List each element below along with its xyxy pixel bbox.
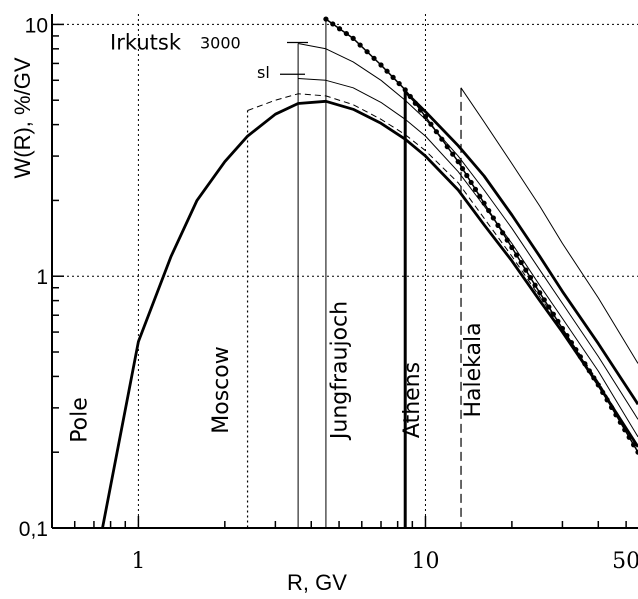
series-point [518,259,524,266]
series-point [459,166,466,172]
series-point [586,368,592,374]
series-point [444,144,450,150]
x-tick-label: 50 [612,549,638,574]
y-tick-label: 0,1 [19,518,48,541]
series-point [573,347,579,353]
series-point [622,427,628,433]
cutoff-markers [246,19,462,528]
series-point [568,339,575,346]
series-point [343,30,349,37]
series-point [396,80,402,87]
station-label: Pole [68,397,93,443]
series-point [428,121,434,127]
series-point [439,136,445,142]
series-point [591,375,597,381]
x-tick-label: 1 [131,549,145,574]
series-point [577,354,583,360]
y-tick-label: 10 [25,14,48,37]
series-point [541,297,547,303]
series-point [509,244,515,251]
series-point [495,222,501,228]
series-group [101,16,638,529]
axes: 1 10 50 0,1 1 10 [19,14,638,574]
series-line [460,87,638,364]
series-point [537,290,543,296]
series-point [472,186,479,192]
series-point [523,267,529,273]
series-line [247,93,638,448]
series-point [532,282,538,288]
series-point [477,193,483,199]
series-point [617,419,623,425]
series-point [500,230,506,236]
series-point [626,434,632,440]
series-point [357,42,363,48]
series-line [101,99,638,529]
series-point [604,397,610,403]
series-point [336,26,343,32]
series-point [608,404,615,410]
series-point [330,21,336,27]
station-label: Athens [400,362,425,438]
series-point [490,215,496,221]
station-label: Moscow [209,346,234,433]
series-point [371,55,377,61]
series-point [582,361,588,367]
series-point [527,275,534,281]
series-point [513,252,520,258]
annotation-irkutsk: Irkutsk [110,30,182,54]
series-point [630,442,637,448]
series-point [504,237,510,243]
station-label: Jungfraujoch [327,301,352,441]
annotation-sl: sl [257,63,270,82]
series-point [455,159,461,165]
series-line [298,78,638,438]
series-point [350,35,356,42]
series-point [390,74,396,80]
series-point [481,200,487,206]
series-line [298,43,638,420]
series-point [364,49,370,55]
series-point [595,382,601,388]
series-point [635,449,638,455]
series-point [600,389,606,396]
series-point [384,68,390,74]
series-point [546,304,552,310]
series-point [402,87,408,93]
x-tick-label: 10 [411,549,439,574]
x-axis-title: R, GV [287,570,347,595]
series-point [323,16,329,22]
y-tick-label: 1 [36,266,48,289]
series-point [422,114,429,120]
series-point [564,332,570,339]
series-point [555,318,561,324]
y-axis-title: W(R), %/GV [10,57,35,178]
series-line [404,90,638,406]
series-point [468,179,474,186]
series-point [450,151,456,157]
series-point [378,62,384,68]
series-point [613,412,619,418]
series-point [486,207,492,214]
station-label: Halekala [461,322,486,417]
series-point [464,172,470,179]
series-point [550,311,556,317]
grid [52,14,638,528]
annotation-3000: 3000 [200,33,241,52]
labels: Pole Moscow Jungfraujoch Athens Halekala Irku… [68,30,486,442]
series-point [433,129,439,135]
series-point [559,325,566,332]
